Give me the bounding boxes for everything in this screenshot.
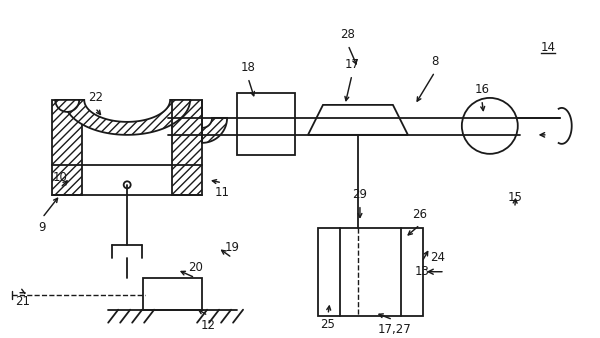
Text: 11: 11: [215, 186, 230, 199]
Text: 25: 25: [320, 318, 335, 331]
Bar: [318, 228, 423, 316]
Text: 24: 24: [430, 251, 445, 264]
Polygon shape: [308, 105, 408, 135]
Text: 19: 19: [224, 241, 239, 254]
Text: 20: 20: [188, 261, 203, 274]
Text: 10: 10: [53, 171, 68, 184]
Polygon shape: [55, 100, 79, 112]
Bar: [237, 93, 295, 155]
Bar: [172, 100, 202, 195]
Text: 28: 28: [341, 28, 355, 42]
Bar: [52, 100, 82, 195]
Text: 17: 17: [344, 58, 359, 71]
Text: 15: 15: [508, 191, 522, 204]
Text: 21: 21: [15, 295, 30, 308]
Text: 14: 14: [540, 42, 555, 54]
Circle shape: [124, 181, 131, 188]
Bar: [143, 278, 202, 310]
Text: 16: 16: [475, 83, 490, 96]
Text: 8: 8: [431, 55, 439, 68]
Text: 12: 12: [200, 319, 215, 332]
Text: 13: 13: [415, 265, 430, 278]
Text: 18: 18: [241, 62, 256, 74]
Text: 29: 29: [352, 188, 367, 201]
Text: 9: 9: [38, 221, 46, 234]
Polygon shape: [64, 100, 190, 135]
Polygon shape: [202, 118, 227, 143]
Text: 22: 22: [88, 91, 103, 104]
Text: 17,27: 17,27: [378, 323, 412, 336]
Text: 26: 26: [412, 208, 427, 221]
